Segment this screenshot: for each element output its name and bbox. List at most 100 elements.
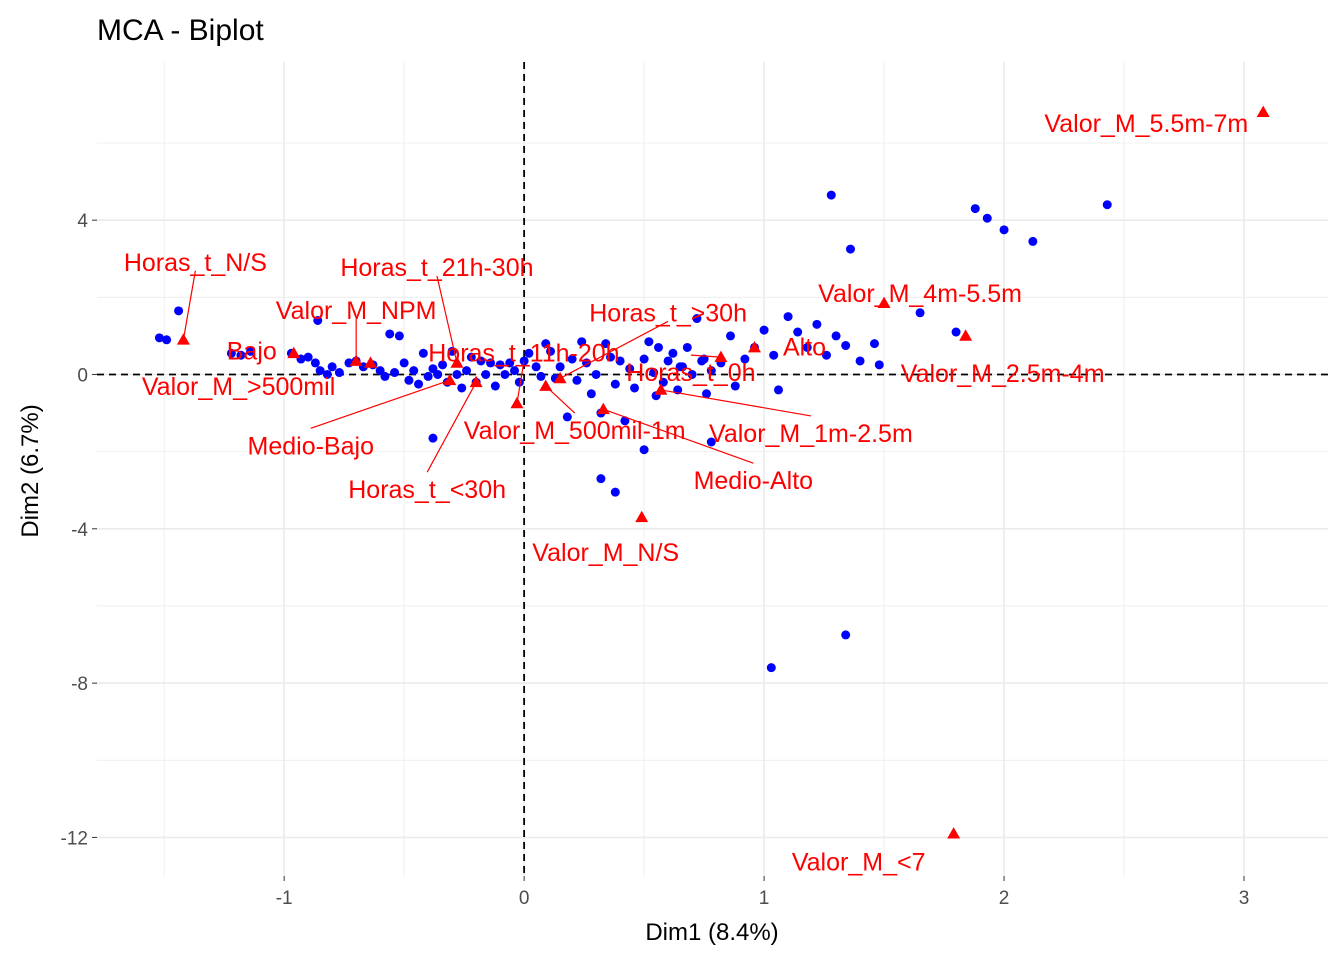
x-axis-ticks: -1 0 1 2 3: [276, 876, 1249, 909]
individual-point: [414, 379, 424, 389]
individual-point: [769, 350, 779, 360]
individual-point: [591, 369, 601, 379]
individual-point: [500, 369, 510, 379]
individual-point: [572, 375, 582, 385]
individual-point: [826, 190, 836, 200]
individual-point: [567, 354, 577, 364]
individual-point: [725, 331, 735, 341]
chart-title: MCA - Biplot: [97, 14, 264, 47]
label-leader-line: [516, 361, 525, 404]
category-labels: Valor_M_5.5m-7m Valor_M_4m-5.5m Valor_M_2.…: [124, 110, 1248, 876]
individual-point: [562, 412, 572, 422]
individual-point: [418, 348, 428, 358]
label-leader-line: [690, 354, 721, 358]
x-tick-label: 1: [759, 888, 770, 909]
label-leader-line: [436, 275, 458, 364]
individual-point: [831, 331, 841, 341]
individual-point: [610, 487, 620, 497]
individual-point: [404, 375, 414, 385]
category-marker: [287, 346, 301, 359]
individual-point: [692, 314, 702, 324]
category-marker: [510, 396, 524, 409]
label-leader-line: [660, 389, 812, 417]
x-axis-title: Dim1 (8.4%): [645, 919, 778, 946]
individual-point: [310, 358, 320, 368]
category-marker: [959, 329, 973, 341]
category-label: Valor_M_4m-5.5m: [818, 280, 1022, 308]
individual-point: [625, 364, 635, 374]
category-marker: [654, 383, 668, 395]
individual-point: [438, 360, 448, 370]
individual-point: [327, 362, 337, 372]
y-tick-label: -4: [71, 520, 88, 541]
category-marker: [947, 827, 961, 839]
category-markers: [176, 105, 1270, 839]
individual-point: [869, 339, 879, 349]
individual-point: [845, 244, 855, 254]
individual-point: [495, 360, 505, 370]
category-marker: [364, 356, 378, 368]
individual-point: [1102, 200, 1112, 210]
category-marker: [877, 296, 891, 308]
individual-point: [531, 362, 541, 372]
individual-point: [740, 354, 750, 364]
y-axis-ticks: -12 -8 -4 0 4: [61, 211, 97, 849]
individual-point: [793, 327, 803, 337]
individual-point: [546, 346, 556, 356]
individual-point: [649, 368, 659, 378]
individual-point: [644, 337, 654, 347]
individual-point: [555, 362, 565, 372]
individual-point: [466, 352, 476, 362]
category-label: Valor_M_NPM: [276, 297, 437, 325]
individual-point: [510, 366, 520, 376]
individual-point: [399, 358, 409, 368]
individual-point: [874, 360, 884, 370]
individual-point: [486, 358, 496, 368]
y-axis-title: Dim2 (6.7%): [17, 404, 44, 537]
individual-point: [970, 204, 980, 214]
individual-point: [687, 369, 697, 379]
individual-point: [668, 348, 678, 358]
individual-point: [322, 369, 332, 379]
category-label: Horas_t_>30h: [589, 299, 747, 327]
individual-point: [514, 377, 524, 387]
individual-point: [812, 319, 822, 329]
category-marker: [443, 373, 457, 386]
individual-point: [481, 369, 491, 379]
individual-point: [999, 225, 1009, 235]
category-label: Horas_t_N/S: [124, 249, 267, 277]
label-leader-line: [182, 270, 196, 340]
x-tick-label: 2: [999, 888, 1010, 909]
category-marker: [176, 333, 190, 345]
individual-point: [675, 362, 685, 372]
individual-point: [174, 306, 184, 316]
individual-point: [246, 346, 256, 356]
individual-point: [706, 437, 716, 447]
individual-point: [380, 371, 390, 381]
category-marker: [450, 356, 464, 368]
individual-point: [385, 329, 395, 339]
label-leader-line: [559, 320, 669, 379]
individual-point: [630, 383, 640, 393]
individual-point: [663, 356, 673, 366]
category-marker: [553, 371, 567, 384]
individual-point: [226, 348, 236, 358]
individual-point: [452, 369, 462, 379]
category-marker: [539, 379, 553, 391]
y-tick-label: -8: [71, 674, 88, 695]
x-tick-label: 0: [519, 888, 530, 909]
individual-point: [394, 331, 404, 341]
individual-point: [457, 383, 467, 393]
category-label: Horas_t_<30h: [348, 476, 506, 504]
individual-point: [702, 389, 712, 399]
individual-point: [601, 339, 611, 349]
individual-point: [639, 445, 649, 455]
individual-point: [773, 385, 783, 395]
category-label: Valor_M_>500mil: [142, 373, 335, 401]
individual-point: [841, 341, 851, 351]
individual-point: [783, 312, 793, 322]
individual-point: [586, 389, 596, 399]
individual-point: [409, 366, 419, 376]
individual-point: [620, 416, 630, 426]
